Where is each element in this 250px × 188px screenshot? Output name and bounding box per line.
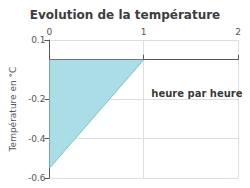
svg-text:Evolution de la température: Evolution de la température: [30, 8, 221, 22]
svg-text:-0.6: -0.6: [28, 173, 46, 183]
svg-text:0.1: 0.1: [31, 35, 45, 45]
svg-text:-0.2: -0.2: [28, 94, 46, 104]
svg-text:heure par heure: heure par heure: [151, 88, 242, 99]
svg-text:Température en °C: Température en °C: [8, 67, 18, 153]
svg-text:2: 2: [235, 27, 241, 37]
svg-text:1: 1: [141, 27, 147, 37]
svg-text:-0.4: -0.4: [28, 134, 46, 144]
svg-text:0: 0: [47, 27, 53, 37]
